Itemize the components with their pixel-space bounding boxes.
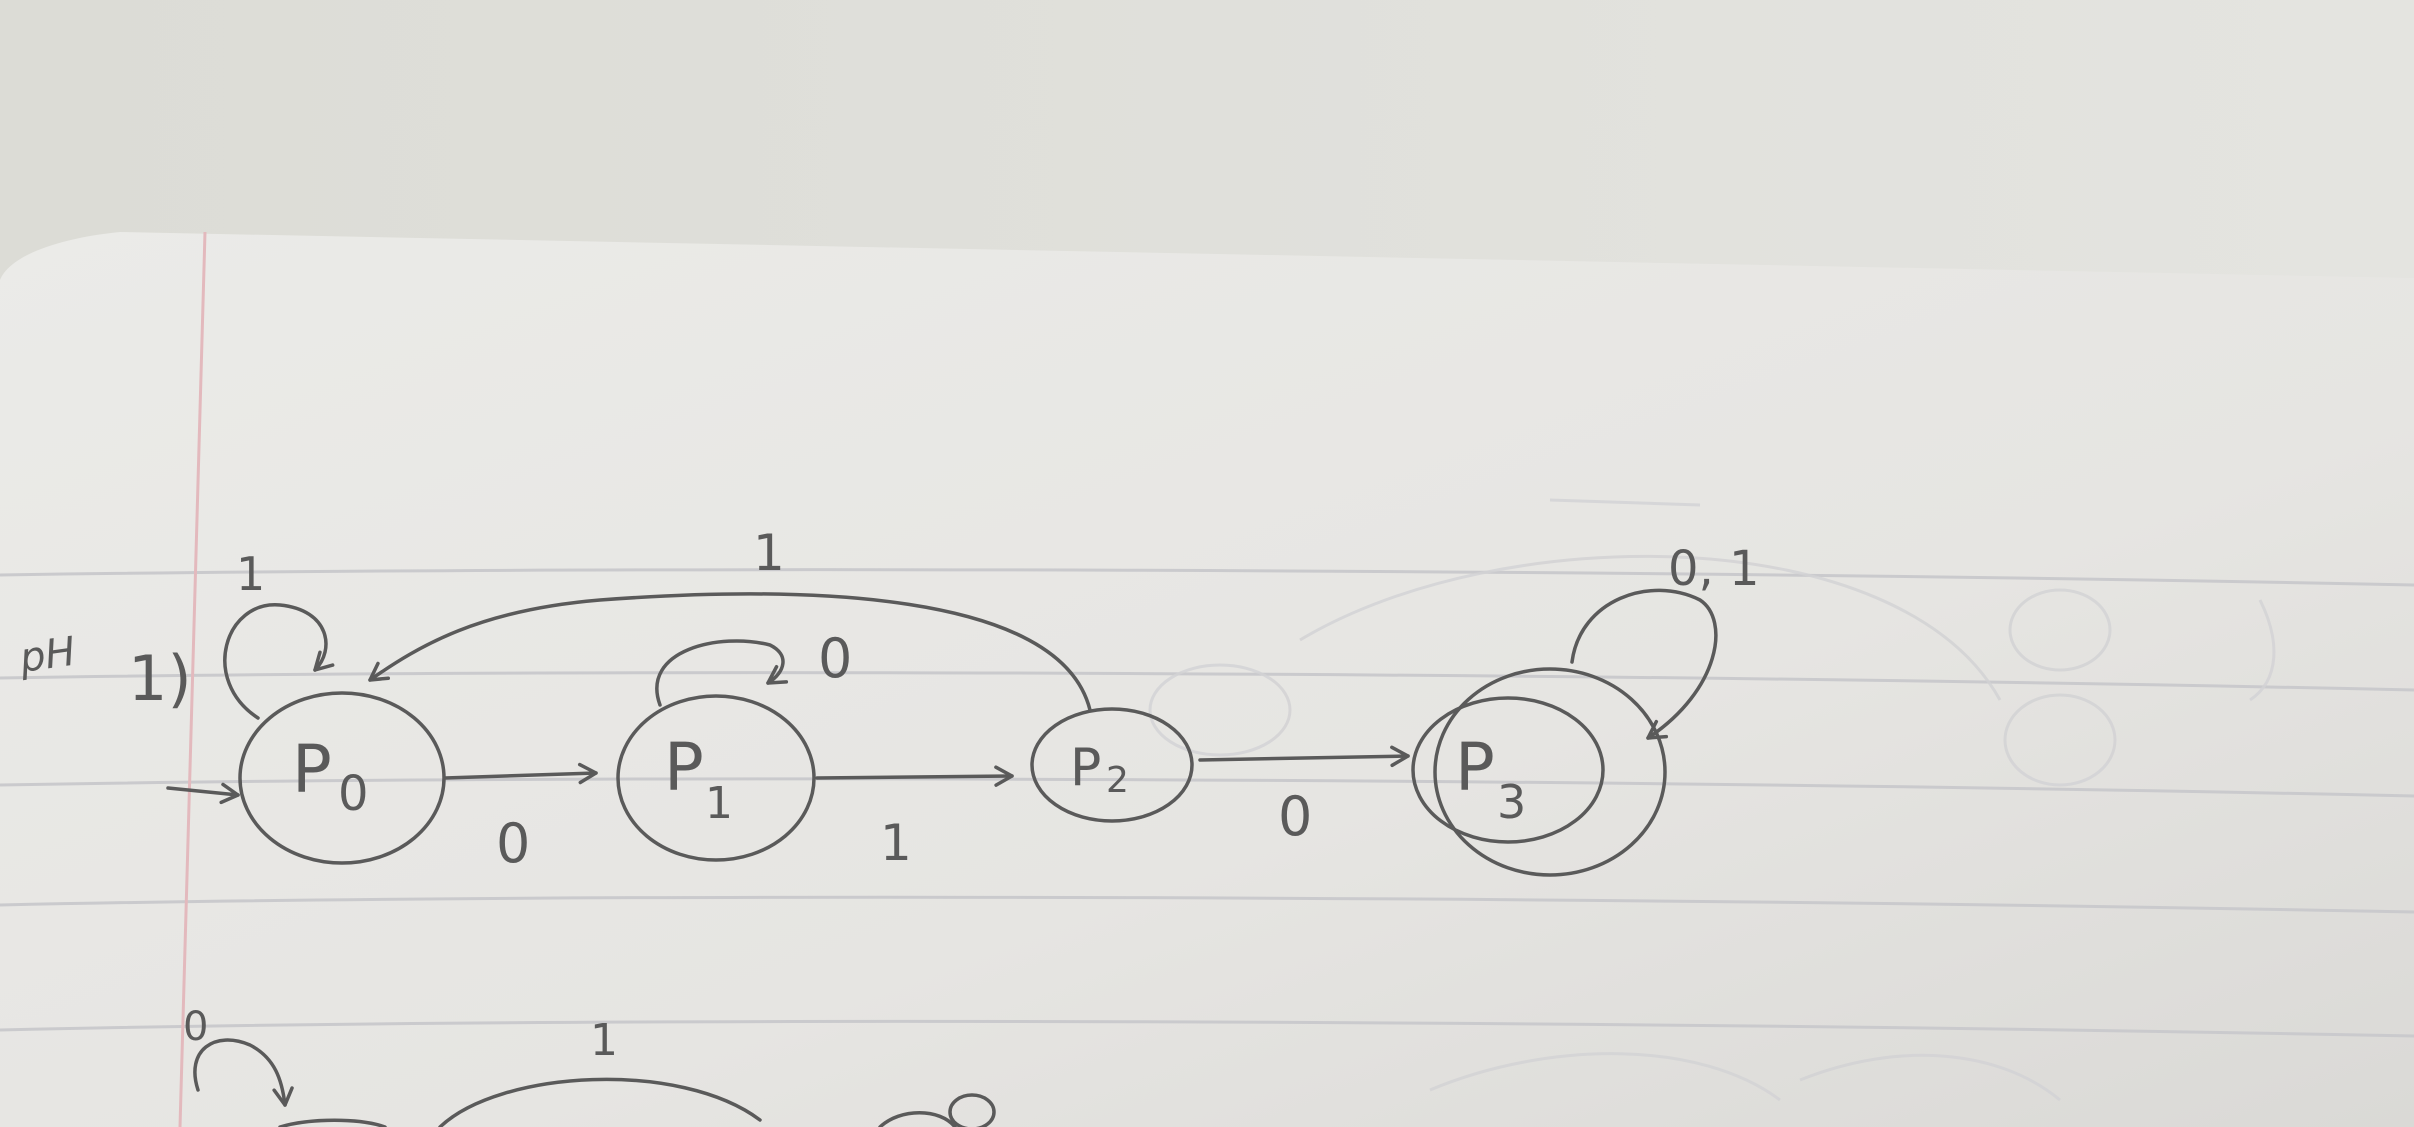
label-p2-p0: 1 <box>753 524 785 582</box>
next-arc <box>438 1077 762 1127</box>
automaton-diagram <box>166 588 1718 877</box>
label-p0-loop: 1 <box>236 547 265 601</box>
state-p3-label: P <box>1455 729 1495 806</box>
next-arc-label: 1 <box>590 1015 618 1066</box>
state-p1-label: P <box>664 729 704 806</box>
next-loop-label: 0 <box>183 1004 208 1050</box>
next-loop-mark <box>948 1093 996 1127</box>
margin-note: pH <box>16 629 78 682</box>
edge-p0-p1 <box>443 762 598 785</box>
next-state-top-left <box>278 1118 387 1127</box>
label-p2-p3: 0 <box>1278 785 1312 848</box>
label-p1-p2: 1 <box>880 814 912 872</box>
label-p0-p1: 0 <box>496 812 530 875</box>
state-labels: P 0 P 1 P 2 P 3 <box>292 729 1526 829</box>
next-loop-arrow <box>193 1038 294 1107</box>
transition-labels: 1 0 0 1 1 0 0, 1 <box>236 524 1760 875</box>
state-p1 <box>616 694 816 862</box>
state-p2-subscript: 2 <box>1106 760 1129 801</box>
p3-self-loop <box>1570 588 1718 740</box>
state-p3-inner <box>1411 696 1605 844</box>
edge-p1-p2 <box>815 765 1014 787</box>
state-p0-label: P <box>292 731 332 808</box>
start-arrow <box>166 782 240 805</box>
state-p2-label: P <box>1070 738 1101 798</box>
problem-number: 1) <box>128 642 192 715</box>
state-p3-outer <box>1433 667 1667 877</box>
state-p0-subscript: 0 <box>338 766 369 822</box>
margin-line <box>178 231 207 1127</box>
label-p3-loop: 0, 1 <box>1668 541 1760 597</box>
ruled-lines <box>0 568 2414 1038</box>
p1-self-loop <box>655 639 789 707</box>
next-problem-partial <box>193 1038 996 1127</box>
next-state-top-right <box>878 1111 957 1127</box>
state-p3-subscript: 3 <box>1497 775 1526 829</box>
state-p0 <box>238 691 446 865</box>
label-p1-loop: 0 <box>818 627 852 690</box>
edge-p2-p3 <box>1198 745 1410 768</box>
edge-p2-p0 <box>368 592 1092 712</box>
p0-self-loop <box>223 603 335 720</box>
state-p1-subscript: 1 <box>705 778 733 829</box>
state-p2 <box>1030 707 1194 823</box>
bleed-through <box>1148 498 2276 1102</box>
notebook-page <box>0 232 2414 1127</box>
